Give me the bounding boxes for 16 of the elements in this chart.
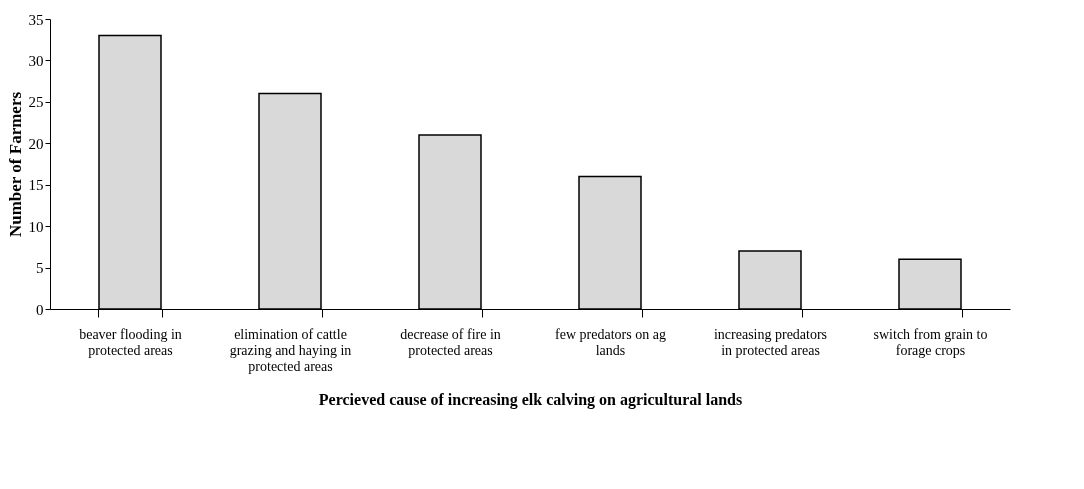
y-tick-label: 5 — [36, 260, 44, 277]
y-axis-title: Number of Farmers — [5, 91, 25, 238]
x-tick-label: switch from grain to forage crops — [873, 326, 988, 358]
y-tick-label: 10 — [28, 218, 44, 235]
x-axis-title: Percieved cause of increasing elk calving on agricultural lands — [318, 390, 743, 409]
y-tick-label: 0 — [36, 301, 44, 318]
x-tick-label: beaver flooding in protected areas — [79, 326, 182, 358]
y-tick-label: 25 — [28, 94, 44, 111]
y-tick-label: 20 — [28, 135, 44, 152]
x-tick-label: few predators on ag lands — [555, 326, 666, 358]
y-tick-label: 15 — [28, 177, 44, 194]
x-tick-label: increasing predators in protected areas — [713, 326, 828, 358]
y-tick-label: 35 — [28, 11, 44, 28]
x-tick-label: decrease of fire in protected areas — [400, 326, 501, 358]
x-tick-label: elimination of cattle grazing and haying in protected areas — [229, 326, 352, 374]
y-tick-label: 30 — [28, 52, 44, 69]
